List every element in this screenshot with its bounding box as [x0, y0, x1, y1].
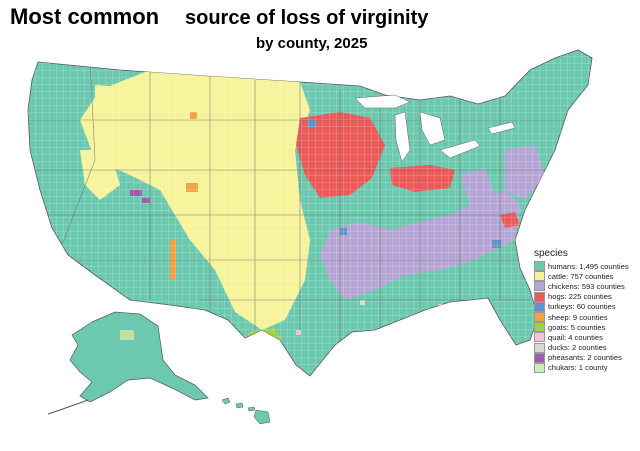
- legend-item-goats: goats: 5 counties: [534, 322, 638, 333]
- map-title: Most common: [10, 4, 160, 29]
- lake-huron: [419, 111, 446, 146]
- alaska: [47, 311, 209, 415]
- legend-label-sheep: sheep: 9 counties: [548, 312, 608, 322]
- legend-swatch-sheep: [534, 312, 545, 323]
- legend-swatch-turkeys: [534, 301, 545, 312]
- legend-label-pheasants: pheasants: 2 counties: [548, 353, 622, 363]
- lake-michigan: [394, 111, 411, 163]
- map-title-continued: source of loss of virginity: [185, 7, 429, 29]
- legend-swatch-quail: [534, 332, 545, 343]
- legend-item-hogs: hogs: 225 counties: [534, 291, 638, 302]
- legend-swatch-cattle: [534, 271, 545, 282]
- legend-swatch-goats: [534, 322, 545, 333]
- legend-item-chukars: chukars: 1 county: [534, 362, 638, 373]
- legend-swatch-chukars: [534, 362, 545, 373]
- legend-title: species: [534, 248, 568, 259]
- lake-ontario: [487, 121, 516, 135]
- legend-item-humans: humans: 1,495 counties: [534, 261, 638, 272]
- hawaii: [221, 397, 271, 425]
- legend-label-turkeys: turkeys: 60 counties: [548, 302, 616, 312]
- legend-item-sheep: sheep: 9 counties: [534, 312, 638, 323]
- legend-swatch-humans: [534, 261, 545, 272]
- map-subtitle: by county, 2025: [256, 35, 368, 52]
- legend-items: humans: 1,495 counties cattle: 757 counti…: [534, 261, 638, 373]
- legend-label-goats: goats: 5 counties: [548, 322, 606, 332]
- legend-label-chickens: chickens: 593 counties: [548, 281, 625, 291]
- legend-swatch-hogs: [534, 291, 545, 302]
- legend-item-pheasants: pheasants: 2 counties: [534, 352, 638, 363]
- lake-erie: [439, 139, 481, 159]
- legend-label-hogs: hogs: 225 counties: [548, 292, 612, 302]
- legend-item-turkeys: turkeys: 60 counties: [534, 301, 638, 312]
- legend-item-quail: quail: 4 counties: [534, 332, 638, 343]
- legend-swatch-chickens: [534, 281, 545, 292]
- legend-label-cattle: cattle: 757 counties: [548, 271, 614, 281]
- legend-swatch-ducks: [534, 342, 545, 353]
- legend-item-cattle: cattle: 757 counties: [534, 271, 638, 282]
- legend-item-chickens: chickens: 593 counties: [534, 281, 638, 292]
- legend-label-humans: humans: 1,495 counties: [548, 261, 629, 271]
- lake-superior: [354, 94, 411, 109]
- legend-label-ducks: ducks: 2 counties: [548, 343, 607, 353]
- legend-swatch-pheasants: [534, 352, 545, 363]
- legend-label-quail: quail: 4 counties: [548, 332, 603, 342]
- legend: species humans: 1,495 counties cattle: 75…: [534, 248, 638, 373]
- legend-item-ducks: ducks: 2 counties: [534, 342, 638, 353]
- legend-label-chukars: chukars: 1 county: [548, 363, 608, 373]
